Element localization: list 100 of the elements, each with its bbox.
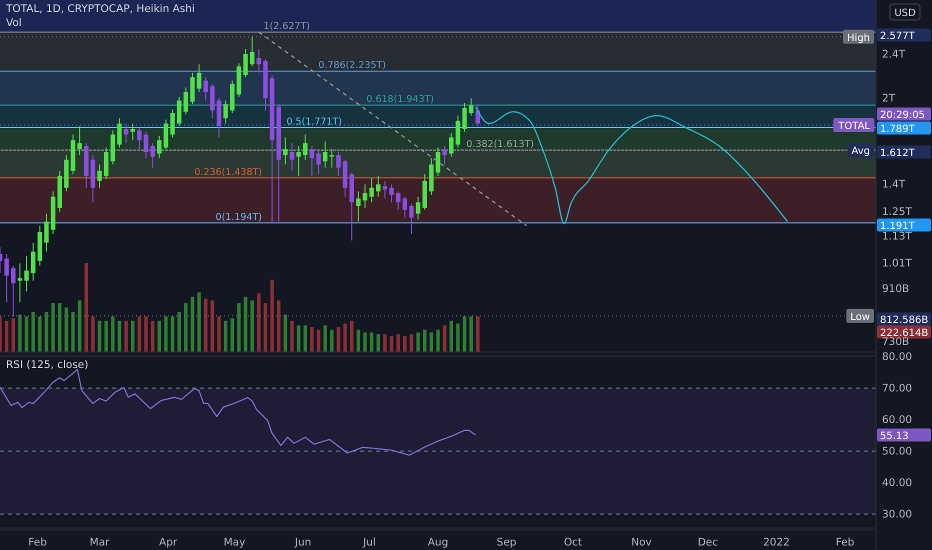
bar — [190, 296, 194, 352]
bar — [164, 316, 168, 352]
candlestick — [436, 147, 440, 176]
bar — [177, 312, 181, 352]
bar — [316, 330, 320, 352]
text: 20:29:05 — [880, 110, 925, 121]
bar — [469, 316, 473, 352]
bar — [410, 334, 414, 352]
y-tick-label: 70.00 — [882, 382, 912, 394]
ref-line-label: 0.382(1.613T) — [466, 139, 534, 150]
candlestick — [44, 213, 49, 252]
text: 1.191T — [880, 221, 916, 232]
bar — [323, 325, 327, 352]
x-tick-label: 2022 — [763, 536, 790, 548]
bar — [197, 292, 201, 352]
x-tick-label: Jun — [294, 536, 312, 548]
candlestick — [316, 150, 321, 175]
x-tick-label: Aug — [428, 536, 448, 548]
bar — [284, 314, 288, 352]
candlestick — [196, 64, 202, 93]
bar — [184, 303, 188, 352]
candlestick — [376, 175, 381, 198]
candlestick — [250, 36, 254, 67]
bar — [91, 316, 95, 352]
bar — [144, 316, 148, 352]
candlestick — [456, 115, 460, 148]
text: 2.577T — [880, 31, 916, 42]
x-tick-label: Nov — [631, 536, 652, 548]
ref-line-label: Avg — [851, 146, 870, 158]
candlestick — [137, 127, 142, 150]
bar — [150, 320, 154, 352]
ref-line-label: 0.786(2.235T) — [318, 60, 386, 72]
bar — [356, 330, 360, 352]
candlestick — [389, 184, 394, 203]
x-tick-label: Sep — [496, 536, 517, 548]
candlestick — [24, 256, 29, 292]
candlestick — [117, 118, 122, 148]
candlestick — [362, 184, 368, 208]
candlestick — [164, 119, 168, 150]
candlestick — [290, 142, 294, 172]
bar — [64, 308, 68, 352]
candlestick — [243, 48, 248, 78]
bar — [31, 312, 35, 352]
ref-line-label: 0.618(1.943T) — [366, 94, 434, 106]
y-tick-label: 1.13T — [882, 230, 912, 243]
text: 812.586B — [880, 315, 928, 326]
candlestick — [184, 86, 188, 115]
bar — [158, 320, 162, 352]
candlestick — [402, 196, 408, 218]
candlestick — [144, 131, 148, 159]
x-tick-label: Feb — [836, 536, 855, 548]
line-series — [0, 368, 476, 456]
bar — [58, 303, 62, 352]
candlestick — [462, 102, 467, 132]
candlestick — [30, 242, 36, 282]
ref-line-label: TOTAL — [837, 121, 870, 132]
candlestick — [396, 190, 400, 210]
ref-line-label: Low — [850, 312, 870, 323]
bar — [422, 330, 426, 352]
bar — [370, 332, 374, 352]
bar — [12, 318, 16, 352]
candlestick — [310, 146, 314, 176]
text: 1.612T — [880, 148, 916, 159]
bar — [290, 320, 294, 352]
candlestick — [150, 142, 155, 168]
x-tick-label: Feb — [28, 536, 48, 548]
y-tick-label: 30.00 — [882, 508, 912, 520]
bar — [78, 300, 82, 352]
candlestick — [303, 134, 308, 160]
bar — [264, 303, 268, 352]
candlestick — [322, 141, 328, 168]
candlestick — [157, 135, 162, 159]
bar — [230, 318, 234, 352]
y-tick-label: 1.25T — [882, 206, 912, 218]
bar — [296, 325, 300, 352]
candlestick — [176, 96, 182, 127]
x-tick-label: May — [224, 536, 246, 548]
candlestick — [203, 76, 208, 102]
candlestick — [77, 126, 82, 156]
ref-line-label: 0.236(1.438T) — [194, 166, 262, 178]
candlestick — [468, 98, 474, 116]
bar — [250, 300, 254, 352]
bar — [217, 316, 221, 352]
bar — [244, 296, 248, 352]
bar — [130, 320, 134, 352]
ref-line-label: 0(1.194T) — [216, 212, 262, 223]
ref-line-label: 1(2.627T) — [264, 21, 310, 32]
bar — [436, 330, 440, 352]
bar — [456, 324, 460, 352]
bar — [343, 324, 347, 352]
candlestick — [356, 190, 361, 222]
bar — [237, 303, 241, 352]
candlestick — [442, 146, 447, 165]
text: 55.13 — [880, 431, 909, 442]
bar — [390, 336, 394, 352]
candlestick — [124, 123, 128, 144]
candlestick — [382, 180, 388, 200]
x-tick-label: Mar — [90, 536, 110, 548]
chart-title: RSI (125, close) — [6, 359, 88, 371]
candlestick — [223, 100, 228, 124]
